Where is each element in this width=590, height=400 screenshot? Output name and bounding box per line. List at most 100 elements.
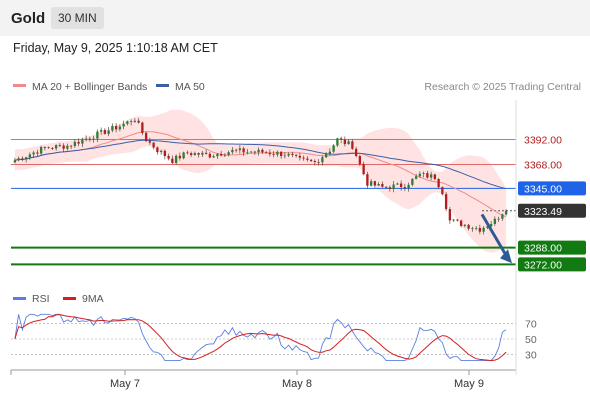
candle bbox=[467, 223, 470, 231]
candle bbox=[193, 151, 197, 156]
candle bbox=[129, 119, 133, 126]
candle bbox=[88, 136, 92, 142]
candle bbox=[62, 143, 65, 153]
candle bbox=[73, 139, 77, 149]
candle bbox=[137, 118, 140, 124]
candle bbox=[321, 155, 324, 166]
candle bbox=[392, 180, 395, 193]
candle bbox=[339, 136, 343, 144]
candle bbox=[358, 154, 362, 167]
candle bbox=[418, 171, 422, 178]
candle bbox=[21, 156, 24, 162]
candle bbox=[347, 139, 350, 145]
candle bbox=[216, 153, 219, 159]
candle bbox=[223, 152, 227, 157]
candle bbox=[238, 145, 242, 154]
level-label: 3392.00 bbox=[524, 135, 562, 147]
candle bbox=[24, 156, 28, 163]
candle bbox=[122, 120, 125, 130]
candle bbox=[197, 152, 200, 158]
bollinger-band bbox=[14, 109, 507, 253]
candle bbox=[249, 150, 253, 154]
watermark: Research © 2025 Trading Central bbox=[424, 81, 581, 93]
candle bbox=[81, 137, 84, 148]
level-tag-target bbox=[518, 240, 586, 255]
candle bbox=[302, 155, 305, 161]
candle bbox=[381, 181, 384, 188]
candle bbox=[343, 136, 347, 147]
candle bbox=[156, 146, 159, 155]
level-lines bbox=[11, 139, 516, 266]
candle bbox=[444, 192, 448, 212]
candle bbox=[414, 173, 418, 180]
time-axis-ticks: May 7 May 8 May 9 bbox=[10, 370, 517, 390]
rsi-legend-label: RSI bbox=[32, 293, 50, 305]
candle bbox=[403, 183, 407, 192]
rsi-lines bbox=[14, 313, 507, 362]
level-labels: 3392.00 3368.00 3345.00 3323.49 3288.00 3272.… bbox=[518, 132, 586, 272]
candle bbox=[384, 186, 388, 189]
candle bbox=[504, 208, 508, 216]
candle bbox=[182, 151, 185, 160]
candle bbox=[411, 178, 414, 187]
candle bbox=[354, 146, 358, 158]
candle bbox=[261, 148, 264, 154]
candle bbox=[448, 206, 452, 224]
candle bbox=[231, 147, 234, 155]
candle bbox=[264, 150, 268, 154]
candle bbox=[429, 171, 433, 181]
candle bbox=[178, 152, 182, 161]
level-tag-target bbox=[518, 257, 586, 272]
candle bbox=[77, 138, 80, 147]
level-label: 3368.00 bbox=[524, 159, 562, 171]
candle bbox=[407, 182, 410, 192]
candle bbox=[291, 151, 294, 158]
candle bbox=[369, 179, 373, 187]
candle bbox=[107, 126, 110, 137]
candle bbox=[272, 151, 275, 158]
candle bbox=[163, 149, 167, 160]
candle bbox=[373, 180, 377, 188]
candle bbox=[276, 150, 279, 158]
candle bbox=[111, 123, 114, 133]
candle bbox=[279, 150, 283, 159]
candle bbox=[317, 159, 320, 166]
ma20-line bbox=[14, 131, 507, 218]
candle bbox=[456, 218, 459, 222]
candle bbox=[332, 144, 335, 153]
candle bbox=[482, 226, 485, 235]
candle bbox=[497, 216, 500, 223]
ma20-legend-label: MA 20 + Bollinger Bands bbox=[32, 81, 147, 93]
candle bbox=[32, 150, 35, 158]
level-label: 3272.00 bbox=[524, 259, 562, 271]
candle bbox=[489, 221, 493, 228]
candle bbox=[422, 171, 425, 178]
level-label: 3323.49 bbox=[524, 206, 562, 218]
candle bbox=[84, 135, 88, 142]
time-tick-label: May 9 bbox=[454, 378, 484, 390]
candle bbox=[204, 149, 208, 155]
rsi-level-label: 50 bbox=[525, 334, 537, 346]
candle bbox=[399, 180, 403, 191]
level-tag-pivot bbox=[518, 181, 586, 196]
candle bbox=[227, 150, 230, 157]
candle bbox=[463, 223, 467, 228]
candle bbox=[437, 178, 440, 189]
candle bbox=[47, 146, 50, 149]
symbol-title: Gold bbox=[11, 10, 46, 27]
timeframe-badge[interactable]: 30 MIN bbox=[51, 7, 104, 29]
candle bbox=[103, 128, 107, 135]
candle bbox=[474, 226, 478, 231]
candle bbox=[433, 173, 437, 181]
candle bbox=[28, 152, 32, 161]
arrow-head bbox=[500, 249, 512, 264]
candle bbox=[152, 142, 155, 150]
candle bbox=[313, 159, 317, 166]
timestamp: Friday, May 9, 2025 1:10:18 AM CET bbox=[13, 41, 218, 55]
candle bbox=[69, 144, 73, 150]
rsi-grid: 70 50 30 bbox=[11, 319, 537, 361]
candle bbox=[426, 170, 429, 179]
candle bbox=[328, 148, 332, 156]
candle bbox=[336, 137, 339, 148]
